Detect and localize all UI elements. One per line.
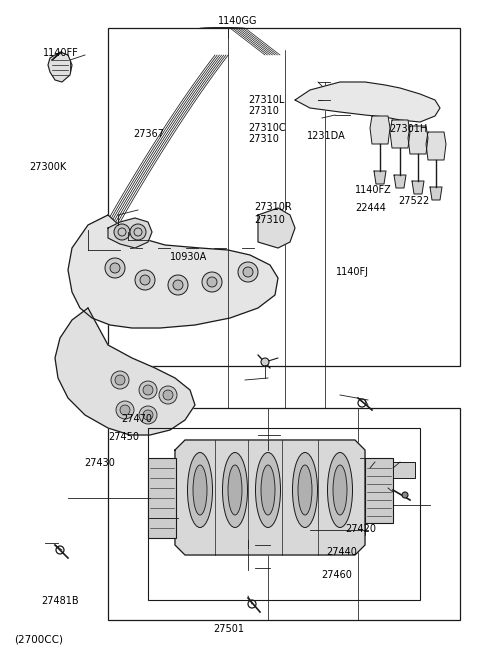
Text: 27367: 27367 <box>133 129 165 139</box>
Text: 27300K: 27300K <box>29 162 66 172</box>
Ellipse shape <box>298 465 312 515</box>
Circle shape <box>163 390 173 400</box>
Text: 27460: 27460 <box>322 570 352 580</box>
Polygon shape <box>430 187 442 200</box>
Ellipse shape <box>193 465 207 515</box>
Circle shape <box>115 375 125 385</box>
Circle shape <box>114 224 130 240</box>
Text: 1140FJ: 1140FJ <box>336 267 369 277</box>
Bar <box>148 428 420 600</box>
Circle shape <box>159 386 177 404</box>
Polygon shape <box>408 126 428 154</box>
Circle shape <box>261 358 269 366</box>
Polygon shape <box>394 175 406 188</box>
Text: 27450: 27450 <box>108 432 139 442</box>
Ellipse shape <box>255 453 280 527</box>
Polygon shape <box>258 208 295 248</box>
Text: 1231DA: 1231DA <box>307 131 346 141</box>
Polygon shape <box>426 132 446 160</box>
Polygon shape <box>393 462 415 478</box>
Text: 1140GG: 1140GG <box>218 16 258 26</box>
Polygon shape <box>370 116 390 144</box>
Text: 27310: 27310 <box>254 215 285 225</box>
Circle shape <box>110 263 120 273</box>
Polygon shape <box>68 215 278 328</box>
Text: 1140FZ: 1140FZ <box>355 185 392 195</box>
Circle shape <box>168 275 188 295</box>
Circle shape <box>202 272 222 292</box>
Circle shape <box>130 224 146 240</box>
Circle shape <box>140 275 150 285</box>
Text: 27522: 27522 <box>398 196 430 206</box>
Polygon shape <box>175 440 365 555</box>
Circle shape <box>111 371 129 389</box>
Circle shape <box>243 267 253 277</box>
Bar <box>108 408 460 620</box>
Polygon shape <box>295 82 440 122</box>
Polygon shape <box>108 218 152 248</box>
Polygon shape <box>390 120 410 148</box>
Circle shape <box>173 280 183 290</box>
Bar <box>108 28 460 366</box>
Ellipse shape <box>223 453 248 527</box>
Text: 27501: 27501 <box>214 624 245 633</box>
Circle shape <box>105 258 125 278</box>
Text: 27420: 27420 <box>346 524 377 534</box>
Text: 27310: 27310 <box>249 134 279 144</box>
Circle shape <box>120 405 130 415</box>
Circle shape <box>139 381 157 399</box>
Ellipse shape <box>333 465 347 515</box>
Text: 27470: 27470 <box>121 414 152 424</box>
Ellipse shape <box>327 453 352 527</box>
Circle shape <box>207 277 217 287</box>
Bar <box>365 458 393 523</box>
Text: 10930A: 10930A <box>170 252 208 262</box>
Text: 27440: 27440 <box>326 547 357 557</box>
Text: 27301H: 27301H <box>389 124 427 134</box>
Ellipse shape <box>188 453 213 527</box>
Text: 27310L: 27310L <box>249 95 285 105</box>
Text: 22444: 22444 <box>355 203 386 213</box>
Polygon shape <box>412 181 424 194</box>
Ellipse shape <box>228 465 242 515</box>
Text: 27310C: 27310C <box>249 123 286 133</box>
Text: 27310R: 27310R <box>254 202 292 212</box>
Circle shape <box>402 492 408 498</box>
Circle shape <box>143 385 153 395</box>
Circle shape <box>116 401 134 419</box>
Text: (2700CC): (2700CC) <box>14 634 63 644</box>
Circle shape <box>139 406 157 424</box>
Ellipse shape <box>292 453 317 527</box>
Text: 27310: 27310 <box>249 106 279 116</box>
Text: 1140FF: 1140FF <box>43 48 79 58</box>
Text: 27481B: 27481B <box>41 596 78 606</box>
Circle shape <box>143 410 153 420</box>
Polygon shape <box>374 171 386 184</box>
Circle shape <box>135 270 155 290</box>
Polygon shape <box>55 308 195 435</box>
Bar <box>148 458 176 538</box>
Polygon shape <box>48 52 72 82</box>
Circle shape <box>238 262 258 282</box>
Ellipse shape <box>261 465 275 515</box>
Text: 27430: 27430 <box>84 458 115 468</box>
